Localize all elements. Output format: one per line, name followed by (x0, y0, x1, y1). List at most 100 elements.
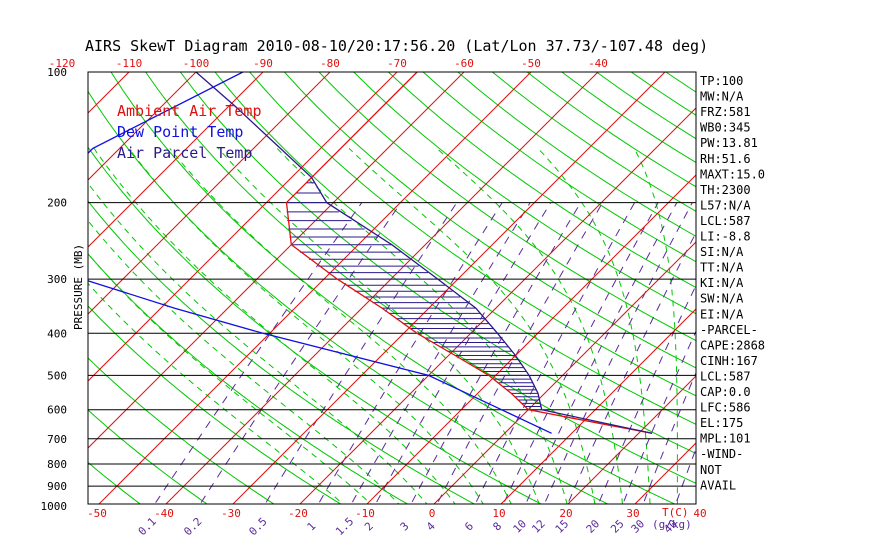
bottom-temp-tick-label: -20 (288, 507, 308, 520)
mixing-ratio-line (264, 202, 458, 504)
legend-entry: Ambient Air Temp (117, 102, 262, 120)
plot-area (0, 52, 696, 515)
mixing-ratio-line (375, 202, 552, 504)
index-entry: SW:N/A (700, 292, 744, 306)
dry-adiabat-line (88, 253, 409, 504)
mixing-ratio-label: 0.2 (181, 515, 204, 538)
mixing-ratio-line (525, 202, 678, 504)
mixing-ratio-label: 3 (398, 520, 412, 534)
isotherm-line (88, 72, 398, 382)
dry-adiabat-line (110, 72, 676, 504)
index-entry: TT:N/A (700, 261, 744, 275)
index-entry: L57:N/A (700, 198, 751, 212)
mixing-ratio-line (317, 202, 503, 504)
pressure-tick-label: 200 (47, 197, 67, 210)
dry-adiabat-line (664, 72, 696, 93)
index-entry: MW:N/A (700, 90, 744, 104)
index-entry: CAPE:2868 (700, 338, 765, 352)
bottom-temp-tick-label: 20 (559, 507, 572, 520)
index-entry: WB0:345 (700, 121, 751, 135)
isotherm-line (366, 174, 696, 504)
dry-adiabat-line (88, 461, 142, 504)
index-entry: EI:N/A (700, 307, 744, 321)
isotherm-line (165, 72, 599, 504)
bottom-temp-tick-label: -10 (355, 507, 375, 520)
top-temp-tick-label: -50 (521, 57, 541, 70)
index-entry: LCL:587 (700, 369, 751, 383)
top-temp-tick-label: -60 (454, 57, 474, 70)
bottom-temp-tick-label: 10 (492, 507, 505, 520)
index-entry: TP:100 (700, 74, 743, 88)
index-entry: NOT (700, 463, 722, 477)
index-entry: KI:N/A (700, 276, 744, 290)
index-entry: -PARCEL- (700, 323, 758, 337)
index-entry: CAP:0.0 (700, 385, 751, 399)
mixing-ratio-label: 0.5 (246, 515, 269, 538)
isotherm-line (88, 72, 197, 181)
isotherm-line (0, 52, 82, 515)
isotherm-line (567, 375, 696, 504)
top-temp-tick-label: -40 (588, 57, 608, 70)
dry-adiabat-line (249, 72, 696, 397)
mixing-ratio-label: 10 (511, 517, 530, 536)
moist-adiabat-line (128, 148, 484, 504)
dry-adiabat-line (88, 305, 342, 504)
moist-adiabat-line (436, 148, 623, 504)
index-entry: SI:N/A (700, 245, 744, 259)
mixing-ratio-label: 2 (362, 520, 376, 534)
isotherm-line (232, 72, 666, 504)
index-entry: MAXT:15.0 (700, 167, 765, 181)
mixing-ratio-label: 1.5 (333, 515, 356, 538)
mixing-ratio-line (567, 231, 696, 504)
bottom-temp-tick-label: -40 (154, 507, 174, 520)
bottom-temp-tick-label: -30 (221, 507, 241, 520)
top-temp-tick-labels: -120 -110 -100 -90 -80 -70 -60 -50 -40 (49, 57, 608, 70)
dry-adiabat-line (88, 146, 543, 504)
mixing-ratio-unit: (g/kg) (652, 518, 692, 531)
mixing-ratio-line (474, 202, 636, 504)
mixing-ratio-label: 12 (529, 517, 548, 536)
index-entry: PW:13.81 (700, 136, 758, 150)
index-entry: CINH:167 (700, 354, 758, 368)
bottom-temp-tick-label: -50 (87, 507, 107, 520)
mixing-ratio-line (350, 202, 531, 504)
mixing-ratio-line (622, 330, 696, 504)
pressure-tick-label: 1000 (41, 500, 68, 513)
bottom-temp-tick-labels: -50 -40 -30 -20 -10 0 10 20 30 40 (87, 507, 707, 520)
isotherm-line (88, 72, 331, 315)
legend-entry: Dew Point Temp (117, 123, 243, 141)
pressure-tick-label: 800 (47, 458, 67, 471)
pressure-tick-label: 300 (47, 273, 67, 286)
bottom-temp-tick-label: 30 (626, 507, 639, 520)
dry-adiabat-line (0, 52, 20, 515)
index-entry: AVAIL (700, 478, 736, 492)
isotherm-line (433, 241, 696, 504)
profile-lines (88, 72, 653, 434)
dry-adiabat-line (88, 200, 476, 504)
isotherm-line (500, 308, 696, 504)
dry-adiabat-line (283, 72, 696, 369)
series-ambient-air-temp (285, 72, 653, 434)
dry-adiabat-line (318, 72, 696, 342)
top-temp-tick-label: -90 (253, 57, 273, 70)
pressure-tick-label: 700 (47, 433, 67, 446)
series-dew-point-temp (88, 72, 552, 434)
moist-adiabat-line (276, 148, 568, 504)
mixing-ratio-label: 4 (424, 519, 438, 533)
index-entry: RH:51.6 (700, 152, 751, 166)
mixing-ratio-label: 1 (305, 520, 319, 534)
isotherm-line (299, 107, 696, 504)
y-axis-label: PRESSURE (MB) (72, 244, 85, 330)
pressure-tick-label: 500 (47, 369, 67, 382)
mixing-ratio-line (642, 371, 696, 504)
cape-hatching (286, 182, 542, 411)
mixing-ratio-label: 15 (553, 517, 572, 536)
dry-adiabat-line (88, 409, 208, 504)
x-axis-label: T(C) (662, 506, 689, 519)
index-entry: LI:-8.8 (700, 230, 751, 244)
mixing-ratio-labels: 0.1 0.2 0.5 1 1.5 2 3 4 6 8 10 12 15 20 25 30 40 (136, 515, 680, 538)
isotherm-line (98, 72, 532, 504)
pressure-tick-label: 100 (47, 66, 67, 79)
pressure-tick-label: 600 (47, 404, 67, 417)
